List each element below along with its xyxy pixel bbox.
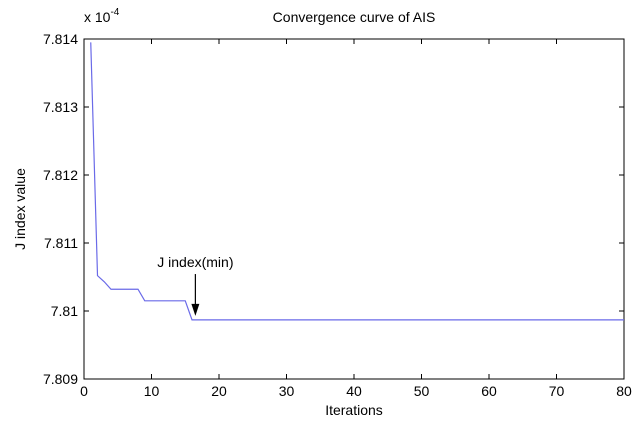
series-line	[90, 42, 624, 321]
annotation: J index(min)	[157, 254, 234, 316]
tick-labels: 0 10 20 30 40 50 60 70 80 7.809 7.81 7.811 7.812 7.81…	[43, 31, 632, 399]
y-tick-label: 7.812	[43, 167, 78, 183]
x-tick-label: 40	[346, 383, 362, 399]
y-tick-label: 7.813	[43, 99, 78, 115]
chart-title: Convergence curve of AIS	[273, 9, 436, 25]
x-tick-label: 60	[481, 383, 497, 399]
y-tick-label: 7.814	[43, 31, 78, 47]
axis-ticks	[83, 38, 625, 380]
x-tick-label: 20	[211, 383, 227, 399]
x-tick-label: 30	[279, 383, 295, 399]
annotation-label: J index(min)	[157, 254, 233, 270]
x-axis-label: Iterations	[325, 402, 383, 418]
y-tick-label: 7.811	[44, 235, 78, 251]
x-tick-label: 50	[414, 383, 430, 399]
y-tick-label: 7.809	[43, 371, 78, 387]
multiplier-base: x 10	[84, 9, 111, 25]
plot-area	[83, 38, 625, 380]
y-axis-multiplier: x 10-4	[84, 7, 120, 25]
y-axis-label: J index value	[12, 168, 28, 250]
x-tick-label: 70	[549, 383, 565, 399]
multiplier-exponent: -4	[110, 7, 119, 18]
x-tick-label: 10	[144, 383, 160, 399]
x-tick-label: 80	[616, 383, 632, 399]
x-tick-label: 0	[80, 383, 88, 399]
y-tick-label: 7.81	[51, 303, 78, 319]
annotation-arrowhead	[191, 303, 200, 316]
